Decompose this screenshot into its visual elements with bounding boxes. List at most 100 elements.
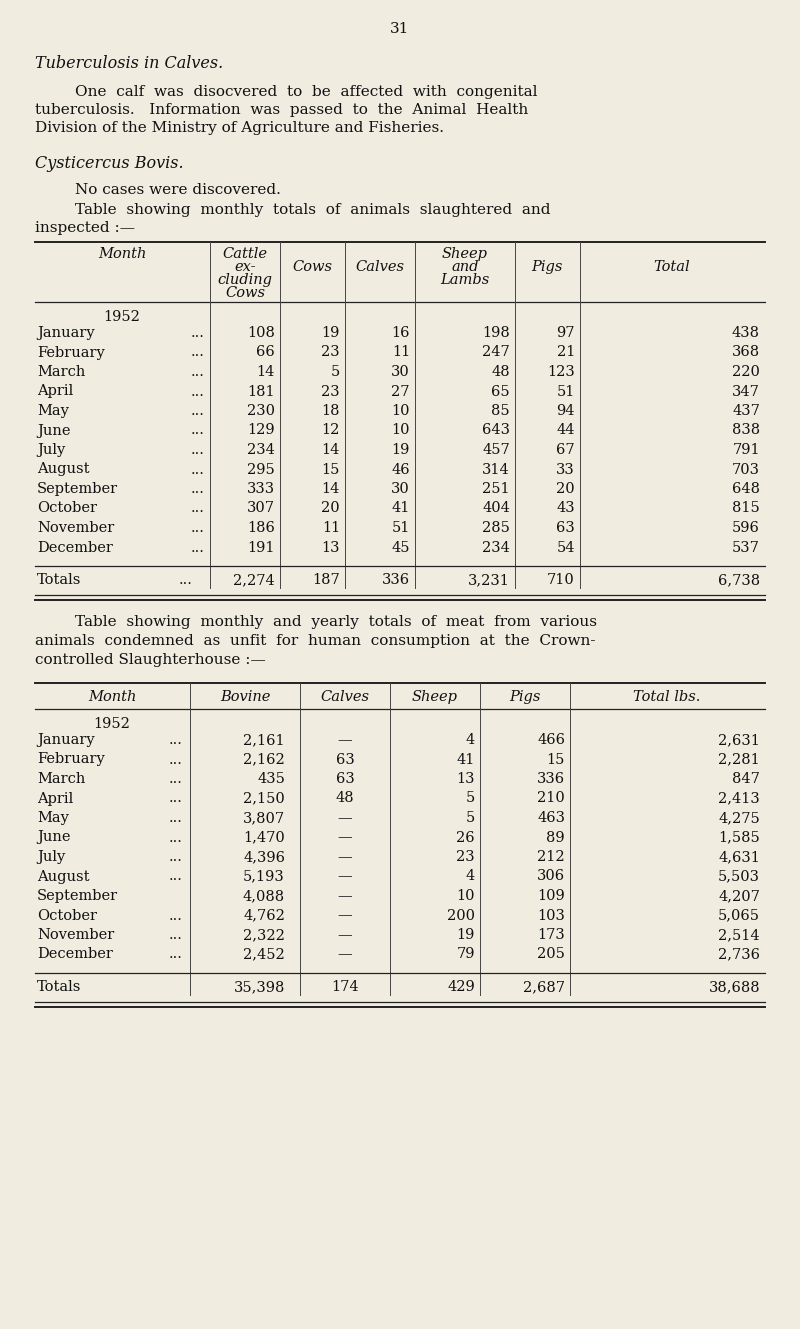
Text: 20: 20 bbox=[556, 482, 575, 496]
Text: ...: ... bbox=[191, 404, 205, 419]
Text: 2,322: 2,322 bbox=[243, 928, 285, 942]
Text: 63: 63 bbox=[336, 772, 354, 785]
Text: February: February bbox=[37, 752, 105, 767]
Text: 205: 205 bbox=[537, 948, 565, 961]
Text: 4,631: 4,631 bbox=[718, 851, 760, 864]
Text: August: August bbox=[37, 462, 90, 477]
Text: Calves: Calves bbox=[355, 260, 405, 274]
Text: 457: 457 bbox=[482, 443, 510, 457]
Text: 109: 109 bbox=[538, 889, 565, 902]
Text: Cysticercus Bovis.: Cysticercus Bovis. bbox=[35, 155, 184, 171]
Text: 10: 10 bbox=[457, 889, 475, 902]
Text: ...: ... bbox=[191, 482, 205, 496]
Text: ...: ... bbox=[191, 462, 205, 477]
Text: March: March bbox=[37, 365, 86, 379]
Text: 710: 710 bbox=[547, 573, 575, 587]
Text: 596: 596 bbox=[732, 521, 760, 536]
Text: 20: 20 bbox=[322, 501, 340, 516]
Text: 5: 5 bbox=[330, 365, 340, 379]
Text: Cows: Cows bbox=[225, 286, 265, 300]
Text: —: — bbox=[338, 869, 352, 884]
Text: and: and bbox=[451, 260, 478, 274]
Text: 5,193: 5,193 bbox=[243, 869, 285, 884]
Text: Table  showing  monthly  and  yearly  totals  of  meat  from  various: Table showing monthly and yearly totals … bbox=[75, 615, 597, 629]
Text: 26: 26 bbox=[456, 831, 475, 844]
Text: January: January bbox=[37, 326, 94, 340]
Text: ...: ... bbox=[169, 734, 183, 747]
Text: 295: 295 bbox=[247, 462, 275, 477]
Text: ex-: ex- bbox=[234, 260, 256, 274]
Text: 5,503: 5,503 bbox=[718, 869, 760, 884]
Text: November: November bbox=[37, 521, 114, 536]
Text: 5,065: 5,065 bbox=[718, 909, 760, 922]
Text: 2,150: 2,150 bbox=[243, 792, 285, 805]
Text: ...: ... bbox=[169, 752, 183, 767]
Text: ...: ... bbox=[191, 384, 205, 399]
Text: October: October bbox=[37, 501, 97, 516]
Text: ...: ... bbox=[191, 326, 205, 340]
Text: 1952: 1952 bbox=[94, 718, 130, 731]
Text: ...: ... bbox=[191, 541, 205, 554]
Text: 63: 63 bbox=[556, 521, 575, 536]
Text: December: December bbox=[37, 948, 113, 961]
Text: December: December bbox=[37, 541, 113, 554]
Text: 437: 437 bbox=[732, 404, 760, 419]
Text: ...: ... bbox=[191, 365, 205, 379]
Text: August: August bbox=[37, 869, 90, 884]
Text: 466: 466 bbox=[537, 734, 565, 747]
Text: 1,470: 1,470 bbox=[243, 831, 285, 844]
Text: May: May bbox=[37, 811, 69, 825]
Text: 65: 65 bbox=[491, 384, 510, 399]
Text: 174: 174 bbox=[331, 979, 359, 994]
Text: 186: 186 bbox=[247, 521, 275, 536]
Text: 537: 537 bbox=[732, 541, 760, 554]
Text: 429: 429 bbox=[447, 979, 475, 994]
Text: 200: 200 bbox=[447, 909, 475, 922]
Text: 198: 198 bbox=[482, 326, 510, 340]
Text: 51: 51 bbox=[392, 521, 410, 536]
Text: 108: 108 bbox=[247, 326, 275, 340]
Text: Bovine: Bovine bbox=[220, 690, 270, 704]
Text: 2,687: 2,687 bbox=[523, 979, 565, 994]
Text: 847: 847 bbox=[732, 772, 760, 785]
Text: 234: 234 bbox=[482, 541, 510, 554]
Text: 14: 14 bbox=[322, 443, 340, 457]
Text: June: June bbox=[37, 831, 70, 844]
Text: 30: 30 bbox=[391, 365, 410, 379]
Text: 1,585: 1,585 bbox=[718, 831, 760, 844]
Text: 19: 19 bbox=[392, 443, 410, 457]
Text: 2,162: 2,162 bbox=[243, 752, 285, 767]
Text: —: — bbox=[338, 928, 352, 942]
Text: 181: 181 bbox=[247, 384, 275, 399]
Text: 4: 4 bbox=[466, 869, 475, 884]
Text: ...: ... bbox=[169, 772, 183, 785]
Text: 103: 103 bbox=[537, 909, 565, 922]
Text: 435: 435 bbox=[257, 772, 285, 785]
Text: 41: 41 bbox=[392, 501, 410, 516]
Text: Sheep: Sheep bbox=[442, 247, 488, 260]
Text: Totals: Totals bbox=[37, 979, 82, 994]
Text: 187: 187 bbox=[312, 573, 340, 587]
Text: 16: 16 bbox=[391, 326, 410, 340]
Text: One  calf  was  disocvered  to  be  affected  with  congenital: One calf was disocvered to be affected w… bbox=[75, 85, 538, 98]
Text: 815: 815 bbox=[732, 501, 760, 516]
Text: 38,688: 38,688 bbox=[708, 979, 760, 994]
Text: ...: ... bbox=[191, 501, 205, 516]
Text: 2,631: 2,631 bbox=[718, 734, 760, 747]
Text: Cattle: Cattle bbox=[222, 247, 267, 260]
Text: ...: ... bbox=[169, 928, 183, 942]
Text: 306: 306 bbox=[537, 869, 565, 884]
Text: 285: 285 bbox=[482, 521, 510, 536]
Text: 15: 15 bbox=[322, 462, 340, 477]
Text: 347: 347 bbox=[732, 384, 760, 399]
Text: 63: 63 bbox=[336, 752, 354, 767]
Text: 48: 48 bbox=[491, 365, 510, 379]
Text: Calves: Calves bbox=[321, 690, 370, 704]
Text: 4: 4 bbox=[466, 734, 475, 747]
Text: 2,452: 2,452 bbox=[243, 948, 285, 961]
Text: 33: 33 bbox=[556, 462, 575, 477]
Text: 314: 314 bbox=[482, 462, 510, 477]
Text: 220: 220 bbox=[732, 365, 760, 379]
Text: 46: 46 bbox=[391, 462, 410, 477]
Text: 51: 51 bbox=[557, 384, 575, 399]
